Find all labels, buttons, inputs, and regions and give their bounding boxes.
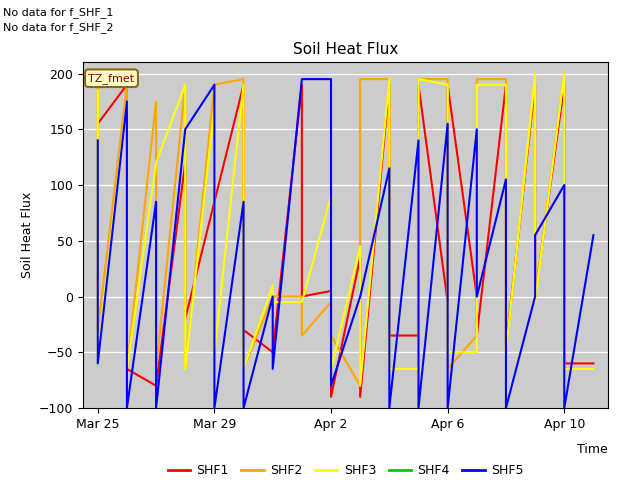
Text: Time: Time — [577, 443, 608, 456]
Text: No data for f_SHF_2: No data for f_SHF_2 — [3, 22, 114, 33]
Text: TZ_fmet: TZ_fmet — [88, 73, 134, 84]
Y-axis label: Soil Heat Flux: Soil Heat Flux — [20, 192, 33, 278]
Legend: SHF1, SHF2, SHF3, SHF4, SHF5: SHF1, SHF2, SHF3, SHF4, SHF5 — [163, 459, 529, 480]
Text: No data for f_SHF_1: No data for f_SHF_1 — [3, 7, 113, 18]
Title: Soil Heat Flux: Soil Heat Flux — [293, 42, 398, 57]
